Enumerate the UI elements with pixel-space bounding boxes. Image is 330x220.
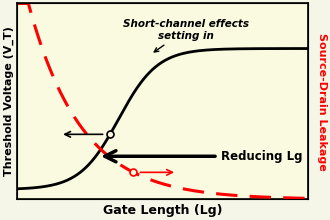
Y-axis label: Threshold Voltage (V_T): Threshold Voltage (V_T) xyxy=(4,26,14,176)
X-axis label: Gate Length (Lg): Gate Length (Lg) xyxy=(103,204,222,216)
Text: Reducing Lg: Reducing Lg xyxy=(105,150,302,163)
Text: Short-channel effects
setting in: Short-channel effects setting in xyxy=(123,19,249,52)
Y-axis label: Source-Drain Leakage: Source-Drain Leakage xyxy=(316,33,326,170)
